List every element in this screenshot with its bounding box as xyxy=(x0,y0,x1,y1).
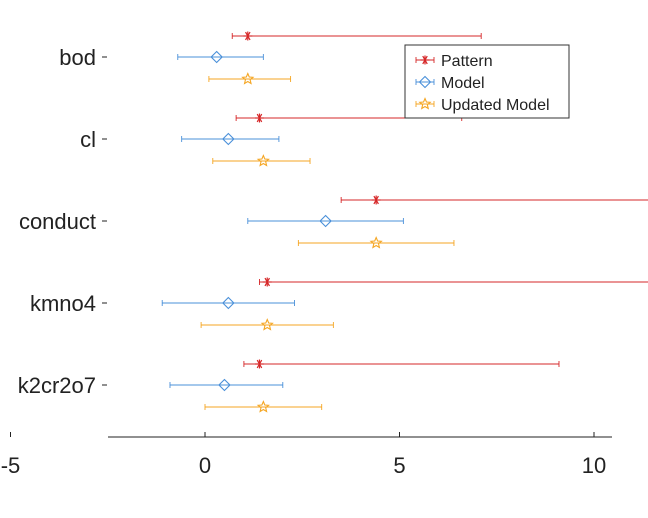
data-point xyxy=(262,277,272,287)
data-point xyxy=(241,72,255,85)
y-category-label: kmno4 xyxy=(30,291,96,316)
data-point xyxy=(210,50,223,64)
x-tick-label: -5 xyxy=(1,453,21,478)
legend-marker xyxy=(418,97,432,110)
data-point xyxy=(218,378,231,392)
legend-marker xyxy=(418,75,432,89)
legend-box xyxy=(404,44,570,119)
axis-layer: -505101520bodclconductkmno4k2cr2o7 xyxy=(1,45,612,478)
legend-label: Updated Model xyxy=(441,97,550,114)
legend-marker xyxy=(420,55,430,65)
data-point xyxy=(319,214,332,228)
data-point xyxy=(369,236,383,249)
data-point xyxy=(222,132,235,146)
y-category-label: conduct xyxy=(19,209,96,234)
x-tick-label: 0 xyxy=(199,453,211,478)
y-category-label: k2cr2o7 xyxy=(18,373,96,398)
data-point xyxy=(256,154,270,167)
data-point xyxy=(254,113,264,123)
data-point xyxy=(371,195,381,205)
y-category-label: cl xyxy=(80,127,96,152)
data-point xyxy=(243,31,253,41)
y-category-label: bod xyxy=(59,45,96,70)
series-updated-model xyxy=(200,72,455,413)
data-point xyxy=(256,400,270,413)
data-point xyxy=(222,296,235,310)
x-tick-label: 5 xyxy=(393,453,405,478)
series-pattern xyxy=(231,31,648,369)
legend-label: Model xyxy=(441,75,485,92)
series-model xyxy=(161,50,404,392)
series-layer xyxy=(161,31,648,413)
data-point xyxy=(260,318,274,331)
data-point xyxy=(254,359,264,369)
x-tick-label: 10 xyxy=(582,453,606,478)
legend-label: Pattern xyxy=(441,53,493,70)
legend: Pattern Model Updated Model xyxy=(404,44,570,119)
